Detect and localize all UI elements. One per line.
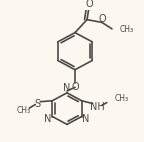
- Text: N: N: [44, 114, 52, 124]
- Text: CH₃: CH₃: [120, 25, 134, 34]
- Text: N: N: [82, 114, 90, 124]
- Text: S: S: [34, 99, 40, 108]
- Text: CH₃: CH₃: [115, 94, 129, 103]
- Text: NH: NH: [90, 102, 105, 112]
- Text: O: O: [71, 82, 79, 92]
- Text: O: O: [85, 0, 93, 9]
- Text: CH₃: CH₃: [16, 106, 30, 115]
- Text: O: O: [98, 14, 106, 24]
- Text: N: N: [63, 83, 71, 93]
